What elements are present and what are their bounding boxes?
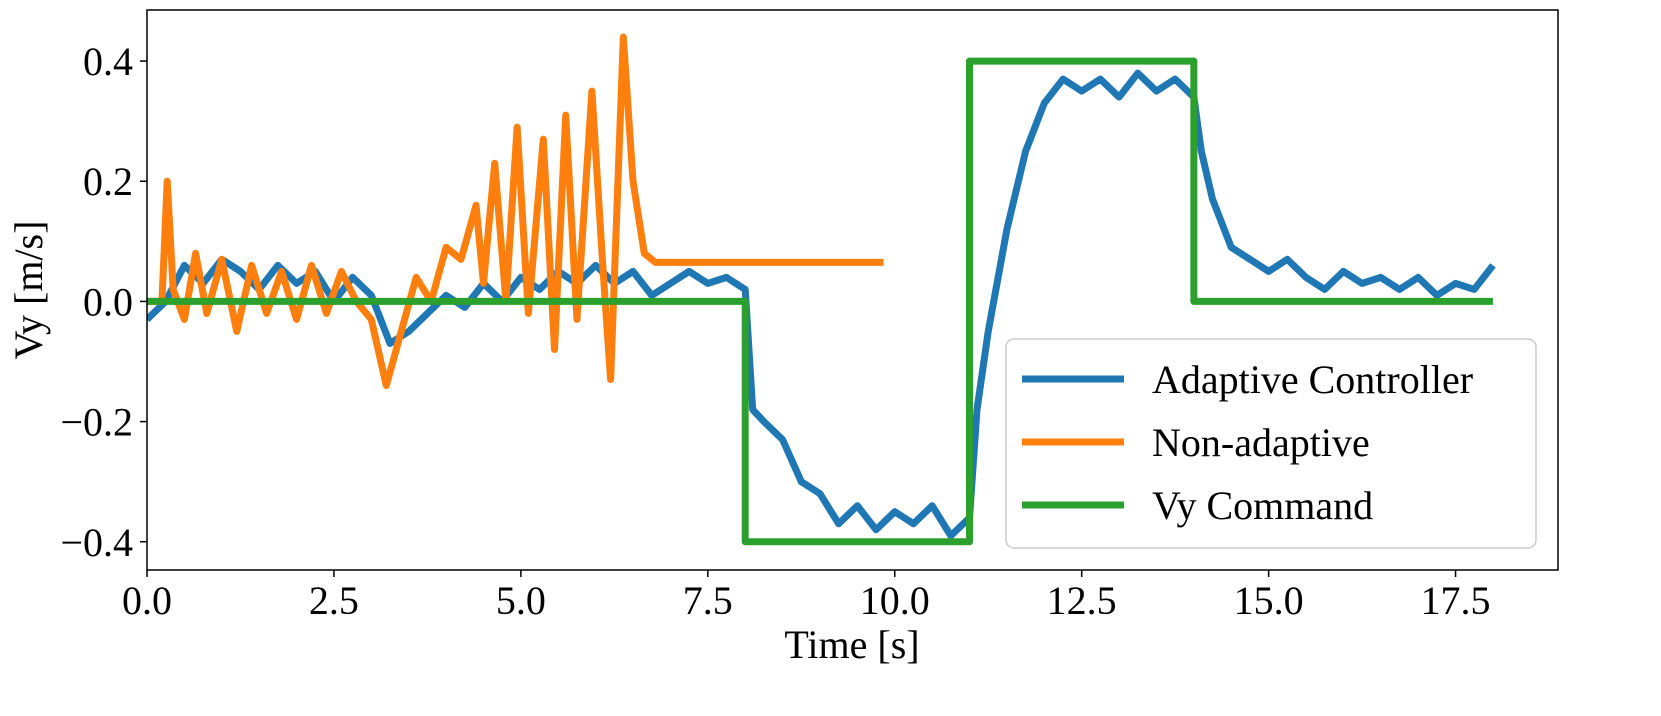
legend-label: Adaptive Controller — [1152, 357, 1473, 402]
plot-frame — [146, 9, 1559, 571]
series-line — [147, 33, 884, 390]
y-tick-label: 0.0 — [83, 279, 133, 324]
y-tick-label: −0.4 — [60, 520, 133, 565]
x-tick-label: 2.5 — [309, 578, 359, 623]
x-tick-label: 15.0 — [1234, 578, 1304, 623]
x-tick-label: 5.0 — [496, 578, 546, 623]
series-line — [147, 57, 1493, 546]
y-axis-label: Vy [m/s] — [6, 221, 51, 360]
x-tick-label: 0.0 — [122, 578, 172, 623]
series-line — [147, 69, 1496, 540]
legend-label: Vy Command — [1152, 483, 1373, 528]
y-tick-label: −0.2 — [60, 400, 133, 445]
y-tick-label: 0.4 — [83, 39, 133, 84]
x-tick-label: 7.5 — [683, 578, 733, 623]
legend-label: Non-adaptive — [1152, 420, 1370, 465]
legend-box — [1005, 338, 1537, 549]
x-tick-label: 12.5 — [1047, 578, 1117, 623]
x-tick-label: 17.5 — [1421, 578, 1491, 623]
y-tick-label: 0.2 — [83, 159, 133, 204]
x-axis-label: Time [s] — [784, 622, 919, 667]
x-tick-label: 10.0 — [860, 578, 930, 623]
